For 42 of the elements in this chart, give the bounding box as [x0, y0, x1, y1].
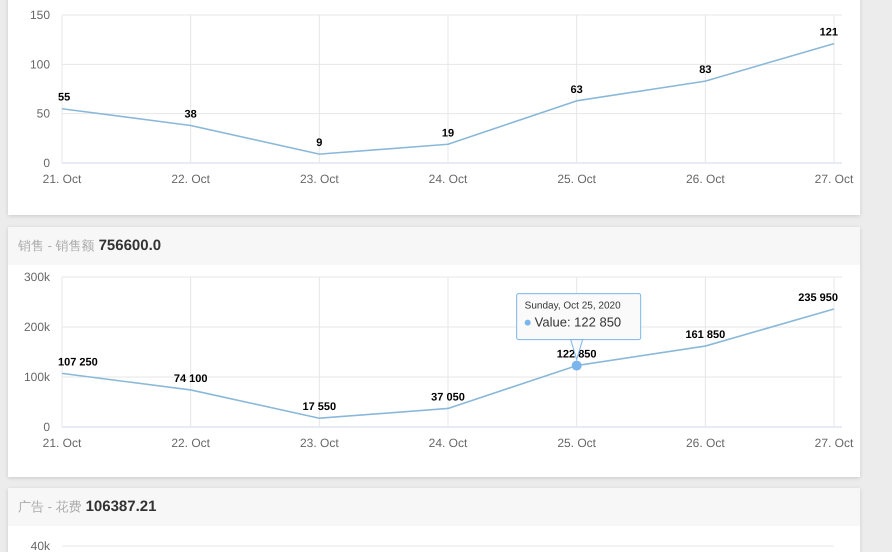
- text: 40k: [30, 539, 51, 552]
- data-label: 121: [820, 26, 838, 39]
- data-label: 37 050: [431, 391, 465, 404]
- x-tick-label: 26. Oct: [686, 436, 726, 450]
- text: 106387.21: [86, 498, 156, 515]
- x-tick-label: 24. Oct: [428, 172, 468, 186]
- data-label: 107 250: [58, 356, 98, 368]
- y-tick-label: 150: [30, 8, 50, 22]
- chart-title: 销售 - 销售额: [18, 238, 95, 253]
- x-tick-label: 23. Oct: [300, 172, 340, 186]
- y-tick-label: 50: [36, 106, 50, 121]
- x-tick-label: 25. Oct: [557, 172, 597, 186]
- y-tick-label: 200k: [24, 320, 51, 334]
- x-tick-label: 26. Oct: [686, 172, 726, 186]
- text: 广告 - 花费: [18, 499, 82, 514]
- x-tick-label: 27. Oct: [814, 436, 854, 450]
- y-tick-label: 100k: [24, 370, 51, 384]
- x-tick-label: 25. Oct: [557, 436, 597, 450]
- y-tick-label: 100: [30, 57, 50, 72]
- data-label: 9: [316, 137, 322, 150]
- x-tick-label: 22. Oct: [171, 172, 211, 186]
- data-label: 63: [570, 84, 583, 96]
- y-tick-label: 300k: [24, 270, 51, 284]
- y-tick-label: 0: [43, 156, 50, 170]
- data-label: 235 950: [798, 292, 838, 304]
- chart-subtitle: 756600.0: [98, 237, 162, 254]
- y-tick-label: 0: [43, 420, 50, 434]
- annotation: Sunday, Oct 25, 2020 Value: 122 850: [524, 300, 622, 330]
- data-label: 74 100: [174, 372, 208, 385]
- data-label: 83: [699, 64, 712, 76]
- x-tick-label: 22. Oct: [171, 436, 211, 450]
- data-label: 161 850: [685, 329, 726, 342]
- x-tick-label: 23. Oct: [300, 436, 340, 450]
- x-tick-label: 24. Oct: [428, 436, 468, 450]
- data-label: 55: [58, 92, 70, 104]
- x-tick-label: 21. Oct: [42, 436, 82, 450]
- data-label: 38: [184, 108, 197, 121]
- x-tick-label: 21. Oct: [42, 172, 82, 186]
- data-label: 19: [442, 127, 454, 140]
- data-label: 122 850: [556, 348, 597, 361]
- x-tick-label: 27. Oct: [814, 172, 854, 186]
- data-label: 17 550: [302, 401, 336, 414]
